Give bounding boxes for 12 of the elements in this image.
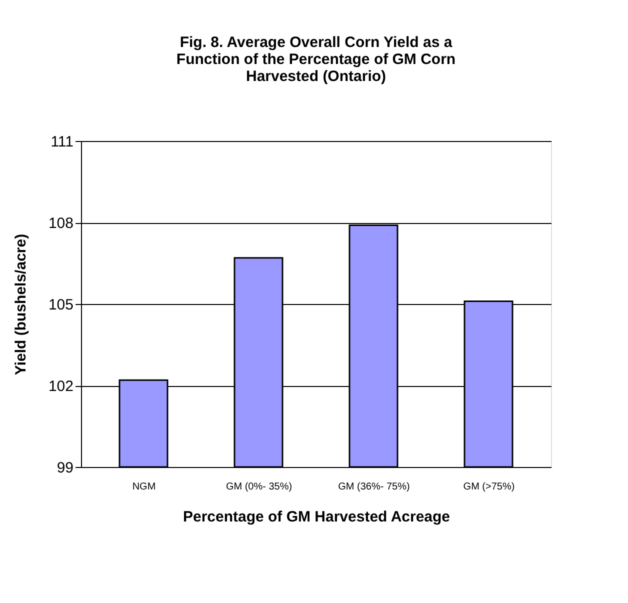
x-tick-label: GM (>75%) — [463, 482, 515, 492]
y-tick-label: 102 — [48, 378, 74, 395]
x-tick-label: GM (0%- 35%) — [226, 482, 292, 492]
y-tick-label: 99 — [56, 460, 74, 476]
y-tick-label: 108 — [48, 215, 74, 232]
y-tick-label: 111 — [50, 134, 74, 150]
chart-title: Fig. 8. Average Overall Corn Yield as a Function of the Percentage of GM Corn Harvested (Ontario) — [176, 34, 456, 85]
x-axis-title: Percentage of GM Harvested Acreage — [182, 508, 450, 526]
x-tick-label: GM (36%- 75%) — [338, 482, 410, 492]
y-tick-label: 105 — [48, 296, 74, 314]
x-tick-label: NGM — [132, 482, 156, 492]
y-axis-title: Yield (bushels/acre) — [12, 234, 30, 376]
